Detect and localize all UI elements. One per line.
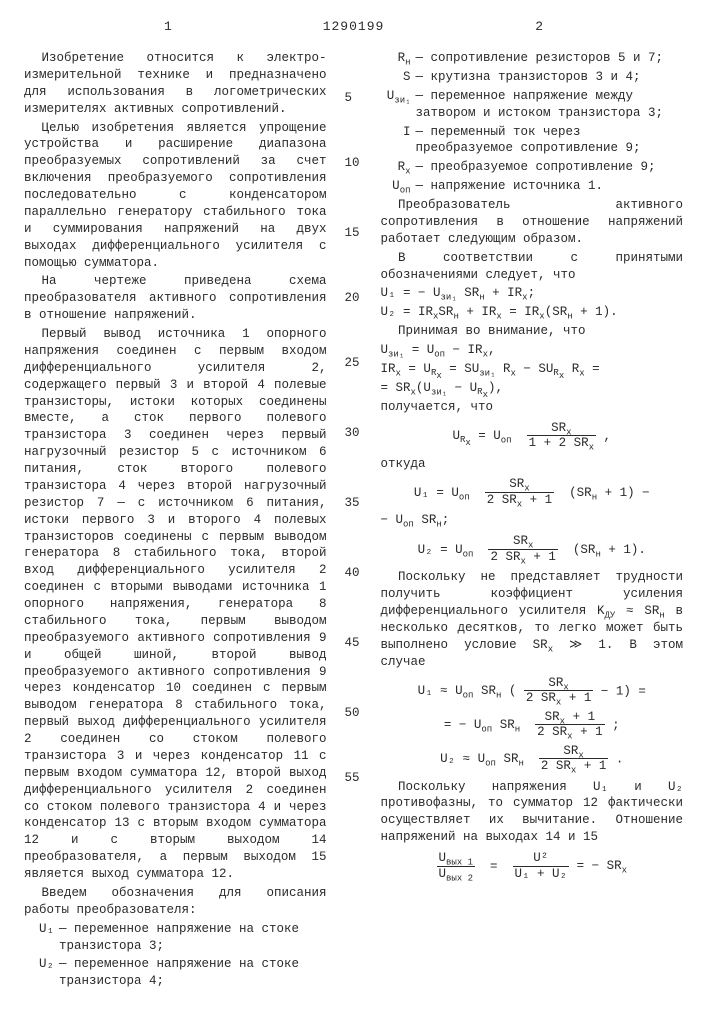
definition-text: — напряжение источника 1.	[416, 179, 604, 193]
paragraph: В соответствии с принятыми обозначениями…	[381, 250, 684, 284]
definitions-list: U₁— переменное напряжение на стоке транз…	[24, 921, 327, 991]
definition-row: I— переменный ток через преобразуемое со…	[381, 124, 684, 158]
equation: − Uоп SRн;	[381, 512, 684, 529]
definition-row: Rx— преобразуемое сопротивление 9;	[381, 159, 684, 176]
paragraph: Преобразователь активного сопротивления …	[381, 197, 684, 248]
paragraph: откуда	[381, 456, 684, 473]
paragraph: Принимая во внимание, что	[381, 323, 684, 340]
definition-row: S— крутизна транзисторов 3 и 4;	[381, 69, 684, 86]
line-mark: 35	[345, 495, 360, 512]
paragraph: Первый вывод источника 1 опорного напряж…	[24, 326, 327, 883]
equation: URx = Uоп SRx1 + 2 SRx ,	[381, 422, 684, 450]
line-mark: 30	[345, 425, 360, 442]
equation: U₁ ≈ Uоп SRн ( SRx2 SRx + 1 − 1) =	[381, 677, 684, 705]
definition-text: — преобразуемое сопротивление 9;	[416, 160, 656, 174]
paragraph: Целью изобретения является упрощение уст…	[24, 120, 327, 272]
line-mark: 45	[345, 635, 360, 652]
line-mark: 50	[345, 705, 360, 722]
column-left: Изобретение относится к электро-измерите…	[24, 50, 327, 992]
equation: U₂ = IRxSRн + IRx = IRx(SRн + 1).	[381, 304, 684, 321]
definition-row: Rн— сопротивление резисторов 5 и 7;	[381, 50, 684, 67]
equation: Uзи₁ = Uоп − IRx,	[381, 342, 684, 359]
definition-row: Uоп— напряжение источника 1.	[381, 178, 684, 195]
line-mark: 40	[345, 565, 360, 582]
equation: U₂ = Uоп SRx2 SRx + 1 (SRн + 1).	[381, 535, 684, 563]
line-mark: 20	[345, 290, 360, 307]
line-mark: 55	[345, 770, 360, 787]
definition-row: Uзи₁— переменное напряжение между затвор…	[381, 88, 684, 122]
definition-row: U₁— переменное напряжение на стоке транз…	[24, 921, 327, 955]
equation: = SRx(Uзи₁ − URx),	[381, 380, 684, 397]
definition-symbol: Uоп	[381, 178, 416, 195]
line-mark: 15	[345, 225, 360, 242]
column-right: Rн— сопротивление резисторов 5 и 7; S— к…	[381, 50, 684, 992]
definition-symbol: Rx	[381, 159, 416, 176]
paragraph: Изобретение относится к электро-измерите…	[24, 50, 327, 118]
equation: U₁ = − Uзи₁ SRн + IRx;	[381, 285, 684, 302]
definition-symbol: I	[381, 124, 416, 141]
definition-symbol: Uзи₁	[381, 88, 416, 105]
line-number-gutter: 5 10 15 20 25 30 35 40 45 50 55	[345, 50, 363, 992]
patent-number: 1290199	[323, 18, 385, 36]
paragraph: На чертеже приведена схема преобразовате…	[24, 273, 327, 324]
equation: Uвых 1Uвых 2 = U²U₁ + U₂ = − SRx	[381, 852, 684, 880]
definition-text: — переменное напряжение на стоке транзис…	[59, 922, 299, 953]
definition-row: U₂— переменное напряжение на стоке транз…	[24, 956, 327, 990]
line-mark: 5	[345, 90, 353, 107]
line-mark: 25	[345, 355, 360, 372]
paragraph: Поскольку не представляет трудности полу…	[381, 569, 684, 670]
page-number-left: 1	[164, 18, 172, 36]
equation: U₂ ≈ Uоп SRн SRx2 SRx + 1 .	[381, 745, 684, 773]
equation: = − Uоп SRн SRx + 12 SRx + 1 ;	[381, 711, 684, 739]
paragraph: получается, что	[381, 399, 684, 416]
definition-text: — крутизна транзисторов 3 и 4;	[416, 70, 641, 84]
equation: U₁ = Uоп SRx2 SRx + 1 (SRн + 1) −	[381, 478, 684, 506]
page-number-right: 2	[535, 18, 543, 36]
definition-text: — сопротивление резисторов 5 и 7;	[416, 51, 664, 65]
definition-symbol: Rн	[381, 50, 416, 67]
equation: IRx = URx = SUзи₁ Rx − SURx Rx =	[381, 361, 684, 378]
definition-symbol: U₂	[24, 956, 59, 973]
definition-symbol: S	[381, 69, 416, 86]
definition-text: — переменное напряжение между затвором и…	[416, 89, 664, 120]
definitions-list: Rн— сопротивление резисторов 5 и 7; S— к…	[381, 50, 684, 195]
paragraph: Введем обозначения для описания работы п…	[24, 885, 327, 919]
two-column-layout: Изобретение относится к электро-измерите…	[24, 50, 683, 992]
definition-symbol: U₁	[24, 921, 59, 938]
paragraph: Поскольку напряжения U₁ и U₂ противофазн…	[381, 779, 684, 847]
definition-text: — переменное напряжение на стоке транзис…	[59, 957, 299, 988]
page-header: 1 1290199 2	[24, 18, 683, 42]
definition-text: — переменный ток через преобразуемое соп…	[416, 125, 641, 156]
line-mark: 10	[345, 155, 360, 172]
